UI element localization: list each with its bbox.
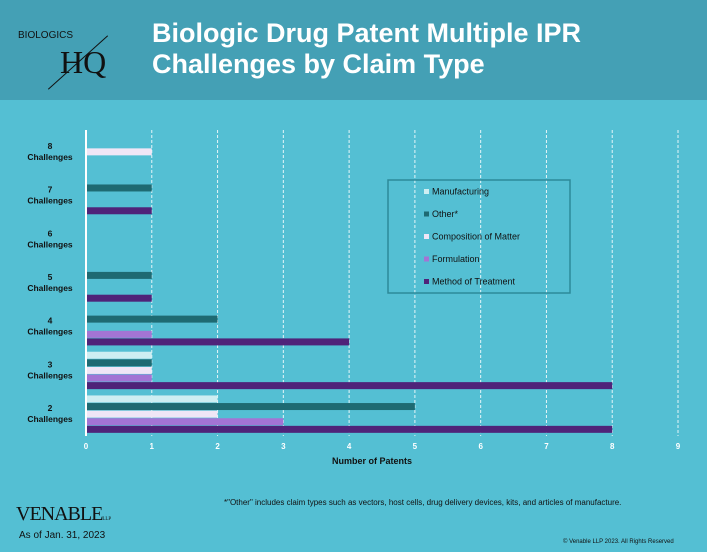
y-tick-label: Challenges [27, 239, 73, 249]
y-tick-label: Challenges [27, 414, 73, 424]
y-tick-label: 4 [48, 316, 53, 326]
y-tick-label: Challenges [27, 152, 73, 162]
legend-label: Composition of Matter [432, 232, 520, 242]
bar-chart: 01234567892Challenges3Challenges4Challen… [0, 0, 707, 480]
venable-logo: VENABLELLP [16, 503, 111, 526]
bar-composition-of-matter [86, 367, 152, 374]
x-tick-label: 7 [544, 442, 549, 451]
bar-other- [86, 272, 152, 279]
legend-label: Other* [432, 209, 459, 219]
x-tick-label: 0 [84, 442, 89, 451]
x-axis-title: Number of Patents [332, 456, 412, 466]
x-tick-label: 2 [215, 442, 220, 451]
bar-method-of-treatment [86, 426, 612, 433]
bar-formulation [86, 375, 152, 382]
bar-method-of-treatment [86, 207, 152, 214]
x-tick-label: 6 [478, 442, 483, 451]
bar-composition-of-matter [86, 411, 218, 418]
y-tick-label: 5 [48, 272, 53, 282]
bar-other- [86, 184, 152, 191]
as-of-date: As of Jan. 31, 2023 [19, 530, 105, 541]
y-tick-label: 3 [48, 359, 53, 369]
bar-other- [86, 403, 415, 410]
x-tick-label: 9 [676, 442, 681, 451]
y-tick-label: 6 [48, 228, 53, 238]
y-tick-label: 2 [48, 403, 53, 413]
bar-formulation [86, 331, 152, 338]
y-tick-label: Challenges [27, 327, 73, 337]
bar-method-of-treatment [86, 338, 349, 345]
x-tick-label: 1 [150, 442, 155, 451]
y-tick-label: Challenges [27, 283, 73, 293]
y-tick-label: 7 [48, 185, 53, 195]
y-tick-label: 8 [48, 141, 53, 151]
x-tick-label: 3 [281, 442, 286, 451]
bar-other- [86, 359, 152, 366]
bar-other- [86, 316, 218, 323]
y-tick-label: Challenges [27, 370, 73, 380]
legend-swatch [424, 189, 429, 194]
bar-formulation [86, 418, 283, 425]
legend-label: Manufacturing [432, 187, 489, 197]
legend-swatch [424, 212, 429, 217]
legend-swatch [424, 257, 429, 262]
footnote: *"Other" includes claim types such as ve… [224, 498, 621, 507]
x-tick-label: 8 [610, 442, 615, 451]
bar-method-of-treatment [86, 295, 152, 302]
legend-label: Method of Treatment [432, 277, 516, 287]
legend-swatch [424, 279, 429, 284]
copyright: © Venable LLP 2023. All Rights Reserved [563, 539, 674, 545]
bar-manufacturing [86, 352, 152, 359]
y-tick-label: Challenges [27, 196, 73, 206]
bar-composition-of-matter [86, 148, 152, 155]
legend-label: Formulation [432, 254, 480, 264]
x-tick-label: 4 [347, 442, 352, 451]
legend-swatch [424, 234, 429, 239]
bar-manufacturing [86, 395, 218, 402]
bar-method-of-treatment [86, 382, 612, 389]
x-tick-label: 5 [413, 442, 418, 451]
